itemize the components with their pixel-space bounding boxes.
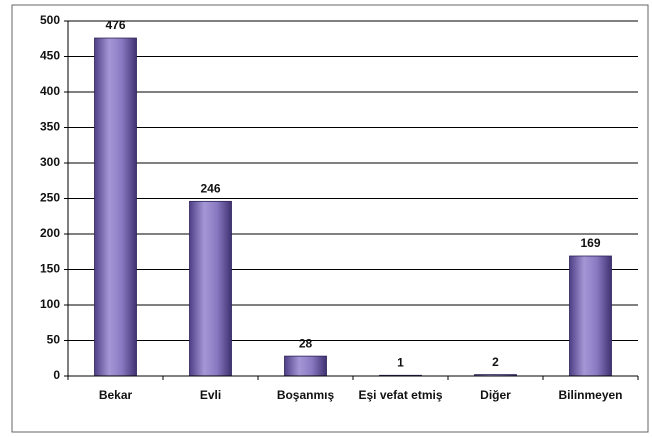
data-label: 476	[105, 18, 125, 32]
data-label: 2	[492, 355, 499, 369]
x-tick-label: Bilinmeyen	[558, 388, 622, 402]
x-tick-label: Diğer	[480, 388, 511, 402]
y-tick-label: 500	[40, 13, 60, 27]
y-tick-label: 300	[40, 155, 60, 169]
x-tick-label: Eşi vefat etmiş	[358, 388, 442, 402]
data-label: 246	[200, 182, 220, 196]
x-tick-label: Evli	[200, 388, 221, 402]
bar	[189, 200, 232, 377]
x-tick-label: Bekar	[99, 388, 133, 402]
data-label: 28	[299, 336, 313, 350]
y-tick-label: 50	[47, 333, 61, 347]
y-tick-label: 400	[40, 84, 60, 98]
data-label: 1	[397, 355, 404, 369]
y-tick-label: 200	[40, 226, 60, 240]
y-tick-label: 250	[40, 191, 60, 205]
y-tick-label: 0	[53, 368, 60, 382]
y-tick-label: 350	[40, 120, 60, 134]
bar	[94, 37, 137, 377]
data-label: 169	[580, 236, 600, 250]
y-tick-label: 450	[40, 49, 60, 63]
x-tick-label: Boşanmış	[277, 388, 335, 402]
y-tick-label: 100	[40, 297, 60, 311]
bar	[284, 355, 327, 377]
y-tick-label: 150	[40, 262, 60, 276]
bar	[569, 255, 612, 377]
